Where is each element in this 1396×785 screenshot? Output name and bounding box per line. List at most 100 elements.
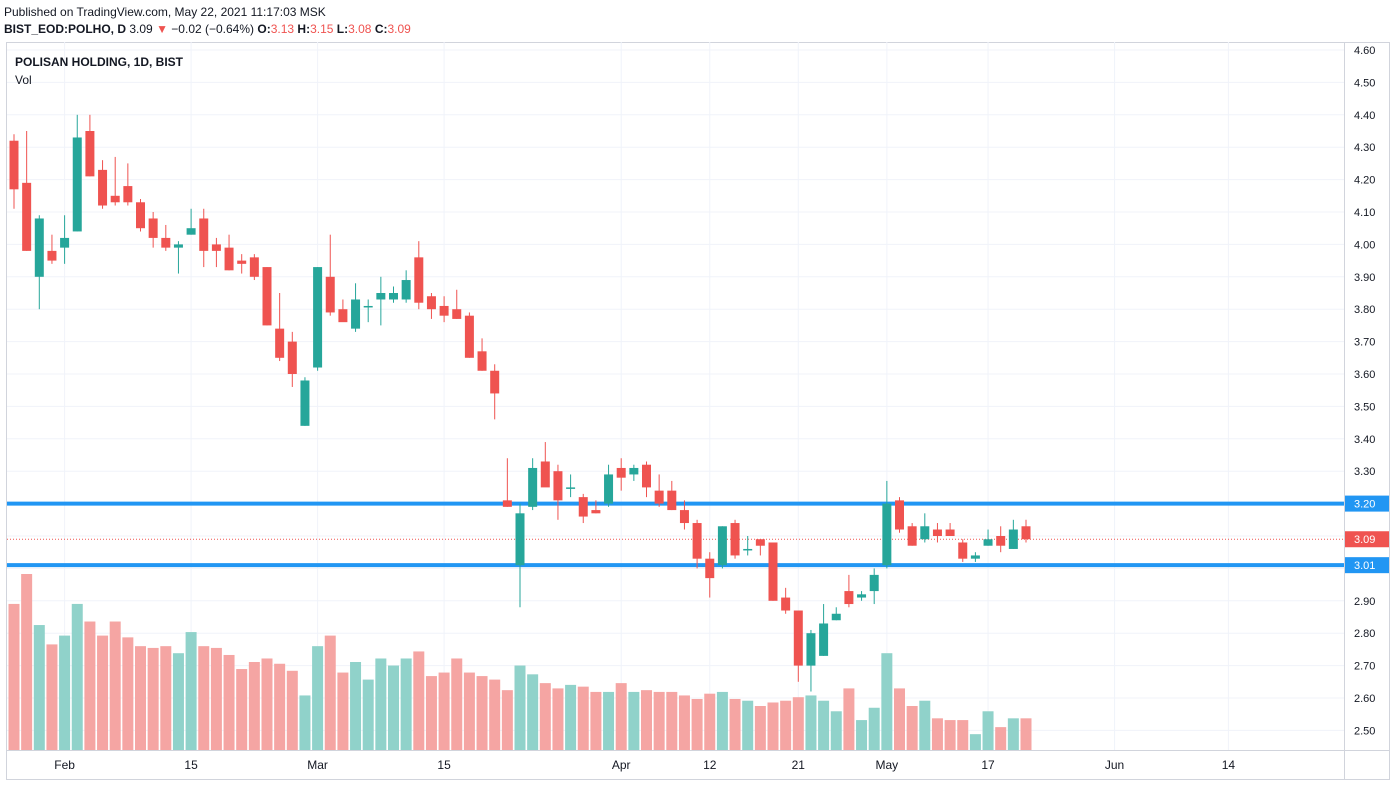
volume-bar [46,644,58,750]
volume-bar [84,621,96,750]
y-tick-label: 3.80 [1354,304,1375,316]
candle-body [540,461,550,488]
chart-title: POLISAN HOLDING, 1D, BIST [15,55,184,69]
candle-body [34,218,44,277]
candle [401,270,411,303]
x-tick-label: 14 [1222,758,1236,772]
candle [755,539,765,556]
y-tick-label: 3.60 [1354,369,1375,381]
volume-bar [767,702,779,750]
candle [970,552,980,562]
candle-body [452,309,462,319]
volume-bar [754,706,766,750]
volume-bar [666,691,678,750]
volume-bar [944,720,956,750]
y-tick-label: 4.60 [1354,45,1375,57]
volume-bar [552,688,564,750]
candle [148,212,158,248]
y-tick-label: 3.50 [1354,401,1375,413]
candle-body [313,267,323,368]
x-tick-label: 12 [703,758,717,772]
volume-bar [906,706,918,750]
volume-bar [628,691,640,750]
volume-bar [641,690,652,750]
candle-body [186,228,196,235]
candle-body [211,244,221,251]
chart-legend: POLISAN HOLDING, 1D, BIST Vol [15,53,183,89]
candle [1008,519,1018,549]
volume-bar [805,695,817,750]
candle-body [47,250,57,261]
volume-bar [109,621,121,750]
candle [452,289,462,319]
volume-bar [716,691,728,750]
candle [907,523,917,546]
volume-bar [135,646,146,750]
volume-bar [33,625,45,750]
volume-bar [919,700,931,750]
y-tick-label: 2.70 [1354,661,1375,673]
candle-body [490,370,500,394]
volume-bar [185,632,197,750]
volume-bar [160,646,172,750]
volume-bar [603,691,615,750]
volume-bar [868,707,880,750]
candle-body [831,613,841,621]
low-label: L: [336,22,349,36]
candle [439,296,449,323]
candle-body [136,202,145,229]
volume-bar [476,676,488,750]
candle [173,241,183,274]
volume-bar [830,711,842,750]
candle [642,461,651,498]
candle-body [439,305,449,316]
candle [844,574,854,608]
volume-bar [565,684,577,750]
candle-body [376,293,386,300]
candle-body [85,131,95,177]
candle-body [907,526,917,546]
volume-bar [248,662,260,750]
candle [211,237,221,268]
candle [300,377,310,426]
volume-bar [818,700,830,750]
candle [414,241,424,310]
price-badges: 3.20 3.01 3.09 [1345,495,1389,574]
candle [717,526,727,569]
candle-body [604,474,614,504]
open-value: 3.13 [270,22,295,36]
close-label: C: [374,22,388,36]
candle [515,503,525,608]
volume-bar [362,679,374,750]
volume-bar [172,653,184,750]
volume-bar [729,698,741,750]
volume-bar [223,654,235,750]
candle-body [679,510,689,524]
candle [313,267,323,371]
candle [325,234,335,316]
volume-bar [742,700,754,750]
volume-bar [21,574,33,750]
candle-body [249,257,259,277]
volume-bar [489,679,501,750]
candle-body [895,500,904,530]
volume-bar [843,688,855,750]
candle-body [351,299,361,329]
last-price-badge-label: 3.09 [1354,534,1375,546]
candle-body [98,169,108,206]
candle-body [224,247,234,271]
volume-bar [957,720,969,750]
volume-bar [324,635,336,750]
y-tick-label: 3.40 [1354,434,1375,446]
candle [22,131,32,251]
candle-body [958,542,968,559]
candle [781,587,791,614]
candle [389,286,398,303]
candle [945,523,955,536]
candle-body [262,267,272,326]
candle [110,156,120,206]
candle [629,464,639,481]
candle-body [528,467,538,507]
candle-body [72,137,82,232]
